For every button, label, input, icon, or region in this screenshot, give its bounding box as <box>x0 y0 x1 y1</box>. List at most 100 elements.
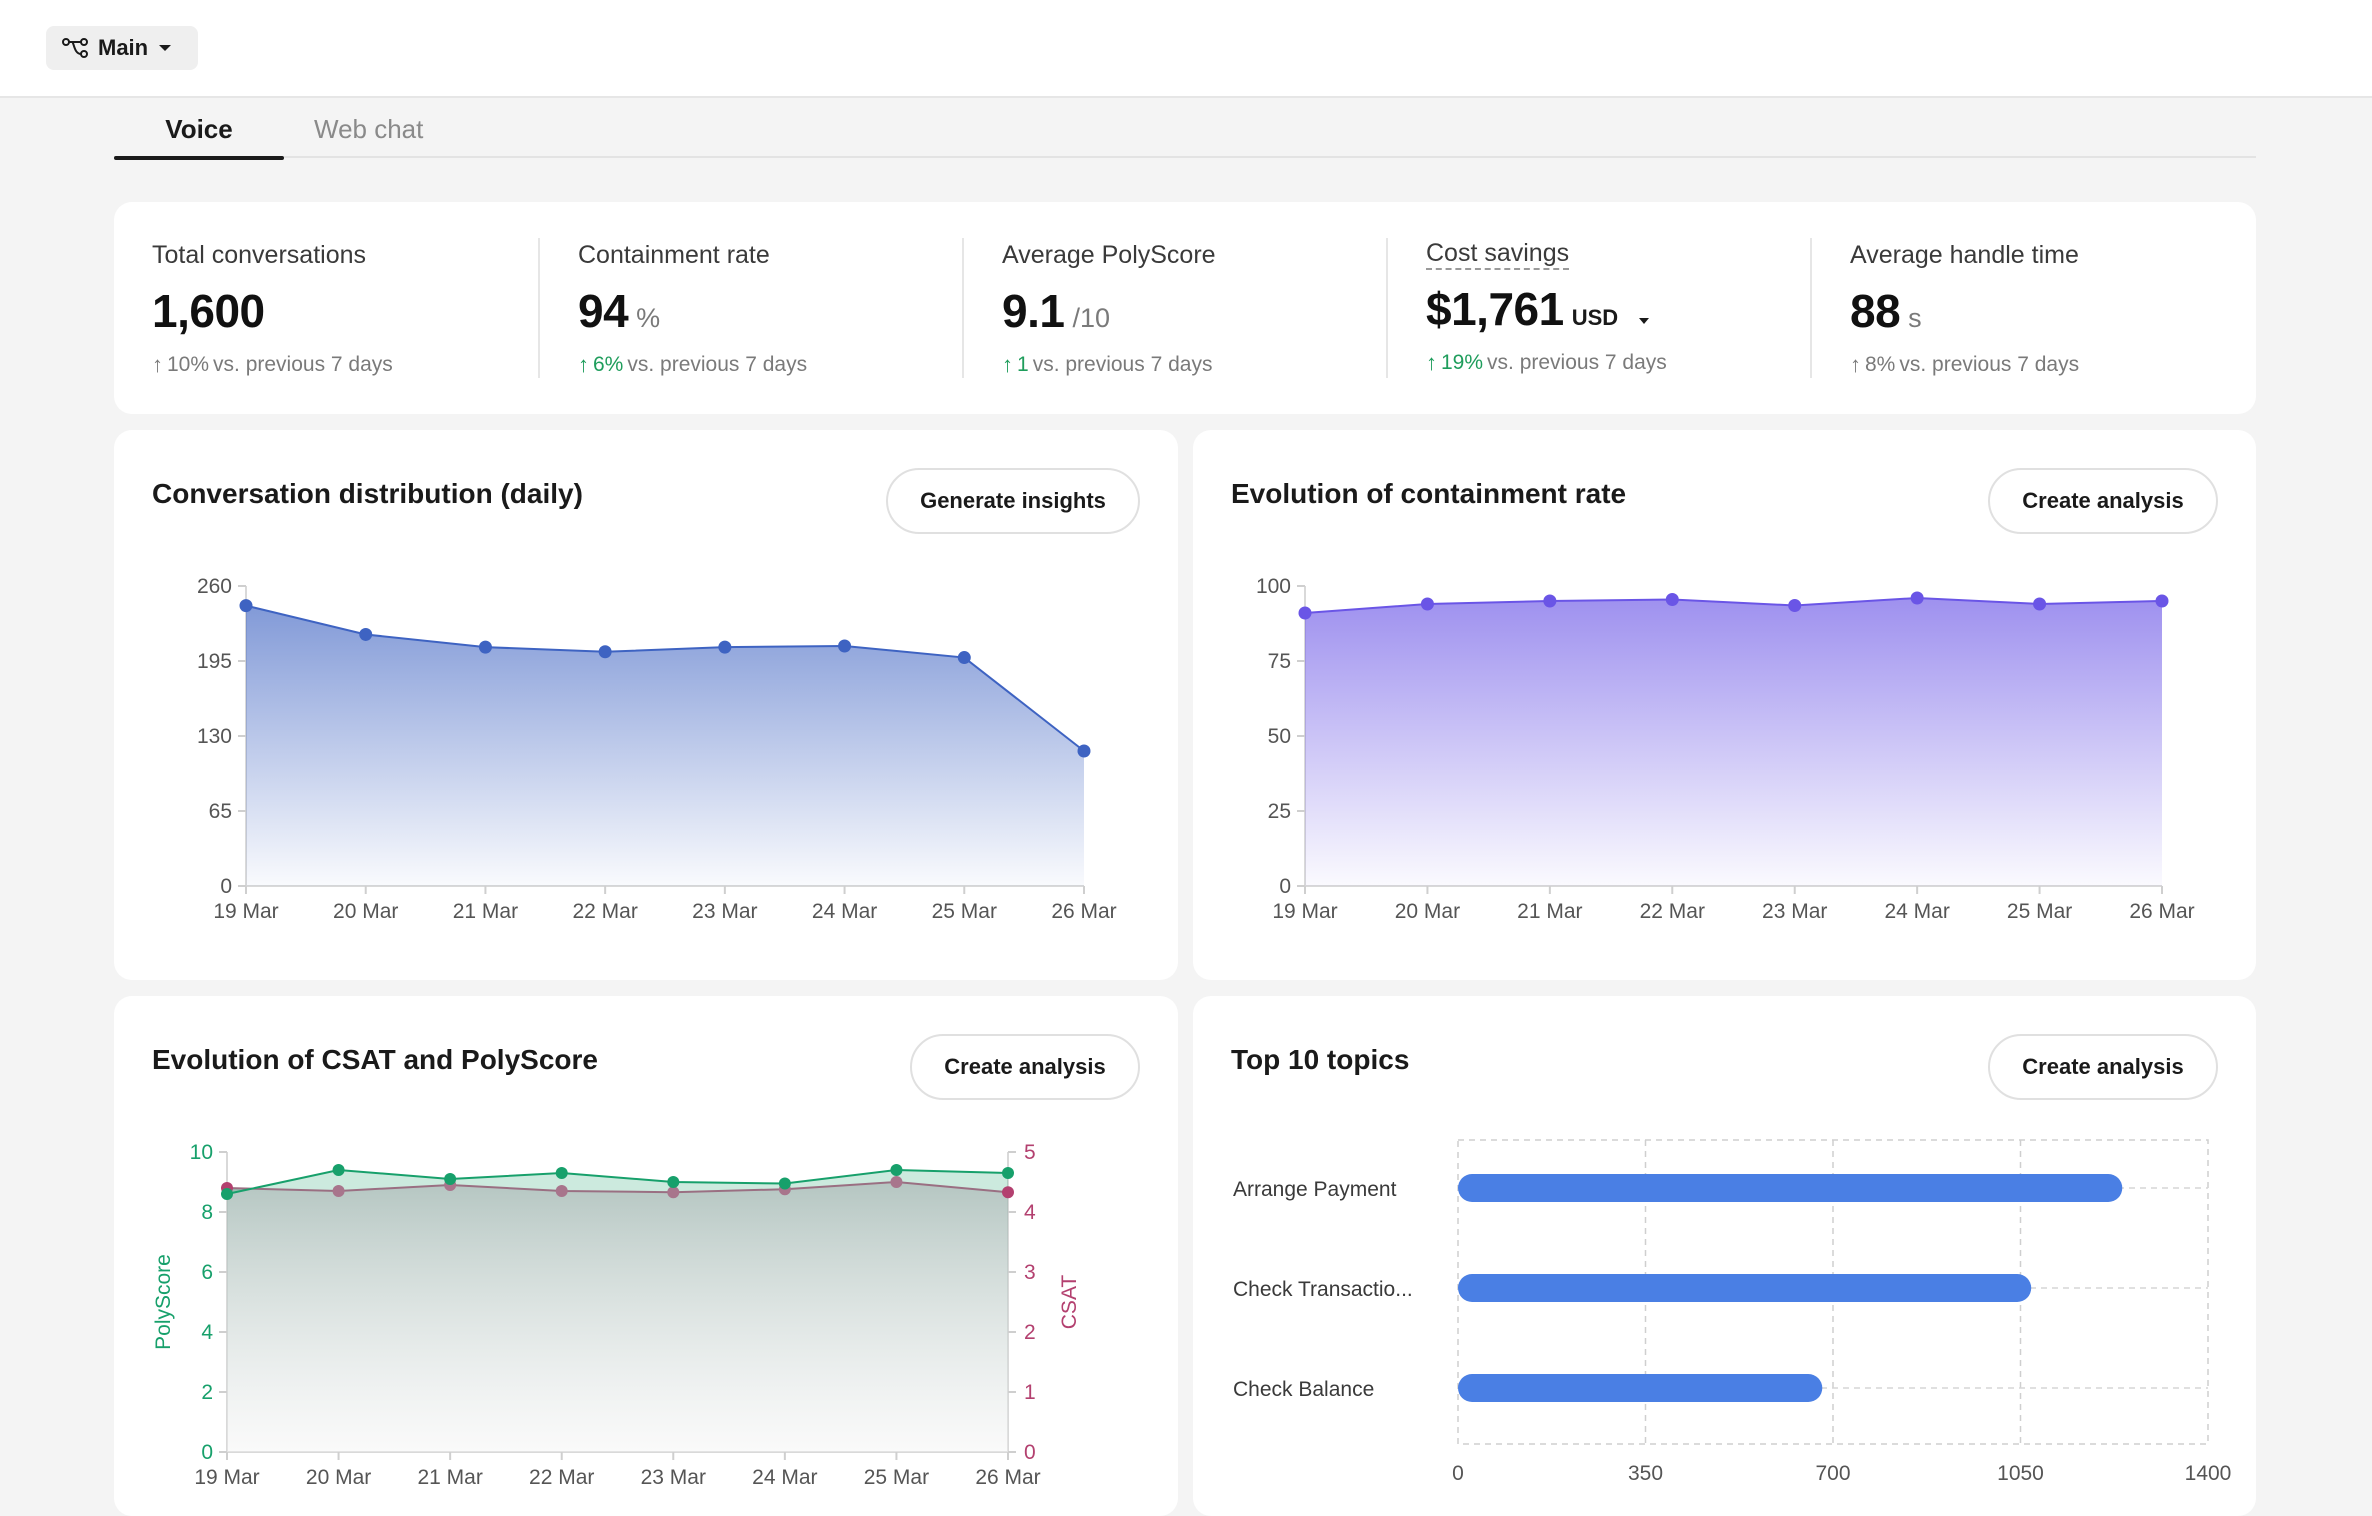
data-point <box>957 651 971 665</box>
kpi-total-conversations: Total conversations 1,600 ↑ 10% vs. prev… <box>114 238 538 378</box>
y-tick-label: 130 <box>197 725 232 748</box>
trend-value: 10% <box>167 353 210 376</box>
x-tick-label: 25 Mar <box>864 1466 929 1489</box>
kpi-average-polyscore: Average PolyScore 9.1 /10 ↑ 1 vs. previo… <box>962 238 1386 378</box>
x-tick-label: 700 <box>1815 1462 1850 1485</box>
generate-insights-button[interactable]: Generate insights <box>886 468 1140 534</box>
data-point <box>478 640 492 654</box>
x-tick-label: 21 Mar <box>1517 900 1582 923</box>
x-tick-label: 26 Mar <box>1051 900 1116 923</box>
kpi-trend: ↑ 8% vs. previous 7 days <box>1850 352 2234 378</box>
caret-down-icon <box>159 45 172 51</box>
arrow-up-icon: ↑ <box>1426 350 1437 375</box>
x-tick-label: 25 Mar <box>2007 900 2072 923</box>
kpi-value: $1,761 <box>1426 283 1564 335</box>
caret-down-icon <box>1639 318 1650 324</box>
branch-icon <box>62 38 88 58</box>
x-tick-label: 24 Mar <box>1884 900 1949 923</box>
data-point <box>2155 594 2169 608</box>
y-tick-label: 260 <box>197 575 232 598</box>
x-tick-label: 20 Mar <box>333 900 398 923</box>
channel-tabs: Voice Web chat <box>114 96 2256 160</box>
branch-label: Main <box>98 35 149 60</box>
y-tick-label: 65 <box>209 800 232 823</box>
trend-value: 8% <box>1865 353 1896 376</box>
chart-title: Evolution of containment rate <box>1231 478 1627 509</box>
x-tick-label: 22 Mar <box>529 1466 594 1489</box>
kpi-label: Average PolyScore <box>1002 241 1216 269</box>
kpi-trend: ↑ 1 vs. previous 7 days <box>1002 352 1386 378</box>
trend-value: 1 <box>1017 353 1029 376</box>
data-point <box>239 599 253 613</box>
arrow-up-icon: ↑ <box>152 352 163 377</box>
polyscore-point <box>555 1167 568 1179</box>
data-point <box>598 645 612 659</box>
series-line <box>245 604 1085 752</box>
kpi-value: 9.1 <box>1002 285 1065 337</box>
csat-point <box>1002 1186 1014 1199</box>
y-axis-right-title: CSAT <box>1058 1275 1081 1330</box>
conversation-distribution-chart: 0 65 130 195 260 19 Mar 20 Mar 21 Mar 22 Mar 23 M… <box>197 575 1117 923</box>
y-right-tick-label: 1 <box>1024 1381 1036 1404</box>
data-point <box>718 640 732 654</box>
polyscore-point <box>444 1173 457 1185</box>
polyscore-point <box>890 1164 903 1176</box>
kpi-average-handle-time: Average handle time 88 s ↑ 8% vs. previo… <box>1810 238 2234 378</box>
kpi-cost-savings: Cost savings $1,761 USD ↑ 19% vs. previo… <box>1386 238 1810 378</box>
create-analysis-button[interactable]: Create analysis <box>1988 1034 2218 1100</box>
polyscore-point <box>1002 1167 1014 1179</box>
csat-polyscore-card: Evolution of CSAT and PolyScore Create a… <box>114 996 1178 1516</box>
tab-web-chat[interactable]: Web chat <box>314 114 424 144</box>
x-tick-label: 23 Mar <box>692 900 757 923</box>
topic-bar <box>1458 1374 1823 1402</box>
x-tick-label: 19 Mar <box>194 1466 259 1489</box>
data-point <box>1298 606 1312 620</box>
series-line <box>1304 596 2163 614</box>
y-right-tick-label: 2 <box>1024 1321 1036 1344</box>
data-point <box>1543 594 1557 608</box>
x-tick-label: 1050 <box>1997 1462 2044 1485</box>
csat-line <box>226 1180 1009 1194</box>
trend-text: vs. previous 7 days <box>1032 353 1213 376</box>
create-analysis-button[interactable]: Create analysis <box>1988 468 2218 534</box>
chart-title: Evolution of CSAT and PolyScore <box>152 1044 598 1075</box>
y-tick-label: 195 <box>197 650 232 673</box>
x-tick-label: 22 Mar <box>1640 900 1705 923</box>
y-tick-label: 2 <box>201 1381 213 1404</box>
y-tick-label: 25 <box>1268 800 1291 823</box>
topic-bar <box>1458 1174 2123 1202</box>
y-tick-label: 50 <box>1268 725 1291 748</box>
polyscore-point <box>778 1177 791 1190</box>
kpi-trend: ↑ 6% vs. previous 7 days <box>578 352 962 378</box>
branch-selector[interactable]: Main <box>46 26 198 70</box>
x-tick-label: 26 Mar <box>975 1466 1040 1489</box>
y-tick-label: 0 <box>220 875 232 898</box>
csat-point <box>555 1185 568 1197</box>
currency-selector[interactable]: USD <box>1572 305 1651 331</box>
kpi-label[interactable]: Cost savings <box>1426 238 1570 270</box>
polyscore-band <box>227 1170 1008 1194</box>
data-point <box>838 639 852 653</box>
containment-rate-chart: 0 25 50 75 100 19 Mar 20 Mar 21 Mar 22 Mar 23 Mar… <box>1256 575 2195 923</box>
csat-point <box>667 1186 680 1199</box>
chart-title: Top 10 topics <box>1231 1044 1410 1075</box>
create-analysis-button[interactable]: Create analysis <box>910 1034 1140 1100</box>
trend-text: vs. previous 7 days <box>627 353 808 376</box>
x-tick-label: 350 <box>1628 1462 1663 1485</box>
kpi-summary-card: Total conversations 1,600 ↑ 10% vs. prev… <box>114 202 2256 414</box>
trend-text: vs. previous 7 days <box>1487 351 1667 374</box>
kpi-trend: ↑ 10% vs. previous 7 days <box>152 352 538 378</box>
data-point <box>1420 597 1434 611</box>
y-tick-label: 0 <box>201 1441 213 1464</box>
y-tick-label: Arrange Payment <box>1233 1178 1397 1201</box>
trend-value: 6% <box>593 353 624 376</box>
kpi-label: Total conversations <box>152 241 367 269</box>
polyscore-point <box>332 1164 345 1176</box>
x-tick-label: 21 Mar <box>417 1466 482 1489</box>
x-tick-label: 19 Mar <box>1272 900 1337 923</box>
kpi-unit: % <box>636 303 661 333</box>
kpi-value: 94 <box>578 285 629 337</box>
tab-voice[interactable]: Voice <box>114 114 284 160</box>
conversation-distribution-card: Conversation distribution (daily) Genera… <box>114 430 1178 980</box>
currency-label: USD <box>1571 305 1619 330</box>
